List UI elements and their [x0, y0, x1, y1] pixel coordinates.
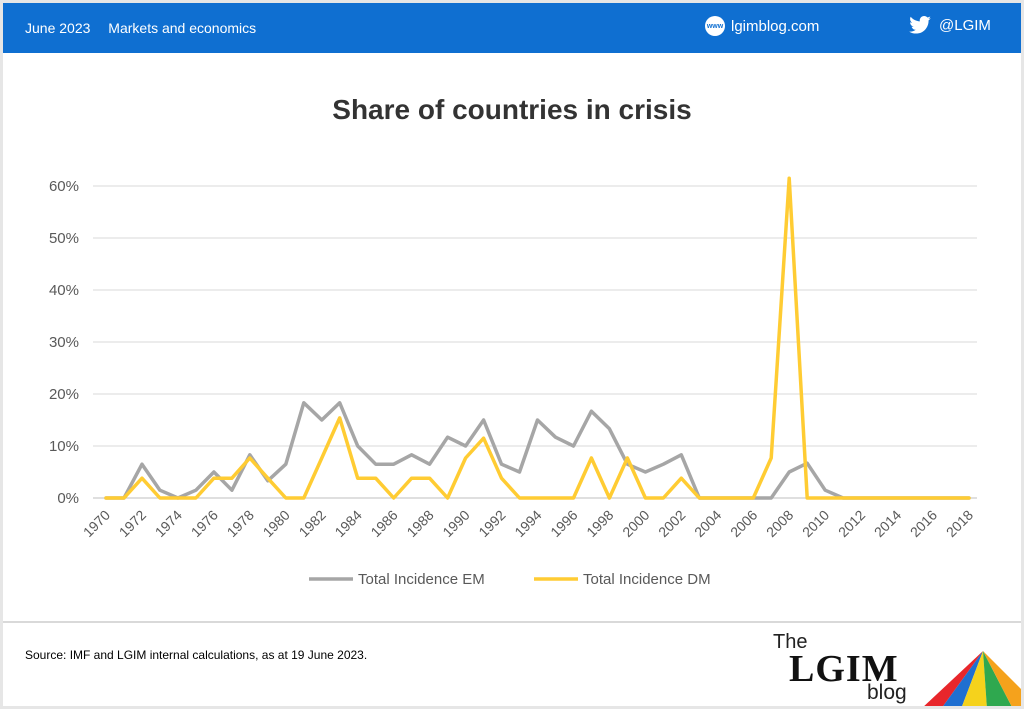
- x-tick-label: 2014: [871, 507, 904, 540]
- footer-divider: [3, 621, 1021, 623]
- logo-the: The: [773, 631, 808, 653]
- x-tick-label: 1986: [367, 507, 400, 540]
- x-tick-label: 1976: [188, 507, 221, 540]
- line-chart: Share of countries in crisis 0% 10% 20% 30%…: [49, 94, 977, 588]
- x-tick-label: 2006: [727, 507, 760, 540]
- x-tick-label: 2008: [763, 507, 796, 540]
- x-axis-ticks: 1970 1972 1974 1976 1978 1980 1982 1984 1986 1988…: [80, 507, 976, 540]
- y-tick-label: 40%: [49, 282, 79, 299]
- x-tick-label: 1988: [403, 507, 436, 540]
- header-bar: June 2023 Markets and economics www lgim…: [3, 3, 1021, 53]
- x-tick-label: 2000: [619, 507, 652, 540]
- source-note: Source: IMF and LGIM internal calculatio…: [25, 648, 368, 662]
- series-line-dm: [104, 176, 971, 500]
- x-tick-label: 1982: [296, 507, 329, 540]
- umbrella-icon: [924, 651, 1021, 706]
- x-tick-label: 1974: [152, 507, 185, 540]
- y-tick-label: 60%: [49, 178, 79, 195]
- lgim-blog-logo[interactable]: The LGIM blog: [763, 629, 1021, 706]
- y-axis-ticks: 0% 10% 20% 30% 40% 50% 60%: [49, 178, 79, 507]
- x-tick-label: 1978: [224, 507, 257, 540]
- y-tick-label: 50%: [49, 230, 79, 247]
- y-tick-label: 10%: [49, 438, 79, 455]
- twitter-link[interactable]: @LGIM: [909, 16, 991, 34]
- series-line-em: [104, 401, 971, 500]
- x-tick-label: 1972: [116, 507, 149, 540]
- y-tick-label: 30%: [49, 334, 79, 351]
- x-tick-label: 1998: [583, 507, 616, 540]
- logo-blog: blog: [867, 681, 907, 704]
- x-tick-label: 1990: [439, 507, 472, 540]
- x-tick-label: 2010: [799, 507, 832, 540]
- x-tick-label: 2012: [835, 507, 868, 540]
- x-tick-label: 2002: [655, 507, 688, 540]
- y-tick-label: 0%: [57, 490, 79, 507]
- globe-icon: www: [705, 16, 725, 36]
- x-tick-label: 2004: [691, 507, 724, 540]
- logo-lgim: LGIM: [789, 648, 899, 690]
- post-date: June 2023: [25, 20, 91, 36]
- page-frame: June 2023 Markets and economics www lgim…: [3, 3, 1021, 706]
- post-category[interactable]: Markets and economics: [108, 20, 257, 36]
- site-link[interactable]: www lgimblog.com: [705, 16, 819, 36]
- legend-label: Total Incidence EM: [358, 571, 485, 588]
- y-tick-label: 20%: [49, 386, 79, 403]
- x-tick-label: 1980: [260, 507, 293, 540]
- series-lines: [104, 176, 971, 500]
- x-tick-label: 1992: [475, 507, 508, 540]
- x-tick-label: 1996: [547, 507, 580, 540]
- x-tick-label: 1970: [80, 507, 113, 540]
- x-tick-label: 1984: [331, 507, 364, 540]
- legend-label: Total Incidence DM: [583, 571, 711, 588]
- legend: Total Incidence EM Total Incidence DM: [309, 571, 711, 588]
- x-tick-label: 2016: [907, 507, 940, 540]
- x-tick-label: 2018: [943, 507, 976, 540]
- header-meta: June 2023 Markets and economics: [25, 20, 270, 36]
- site-label: lgimblog.com: [731, 17, 820, 35]
- chart-title: Share of countries in crisis: [332, 94, 691, 125]
- twitter-bird-icon: [909, 16, 931, 34]
- chart-area: Share of countries in crisis 0% 10% 20% 30%…: [3, 53, 1021, 619]
- twitter-handle: @LGIM: [939, 16, 991, 34]
- x-tick-label: 1994: [511, 507, 544, 540]
- grid-lines: [93, 185, 977, 499]
